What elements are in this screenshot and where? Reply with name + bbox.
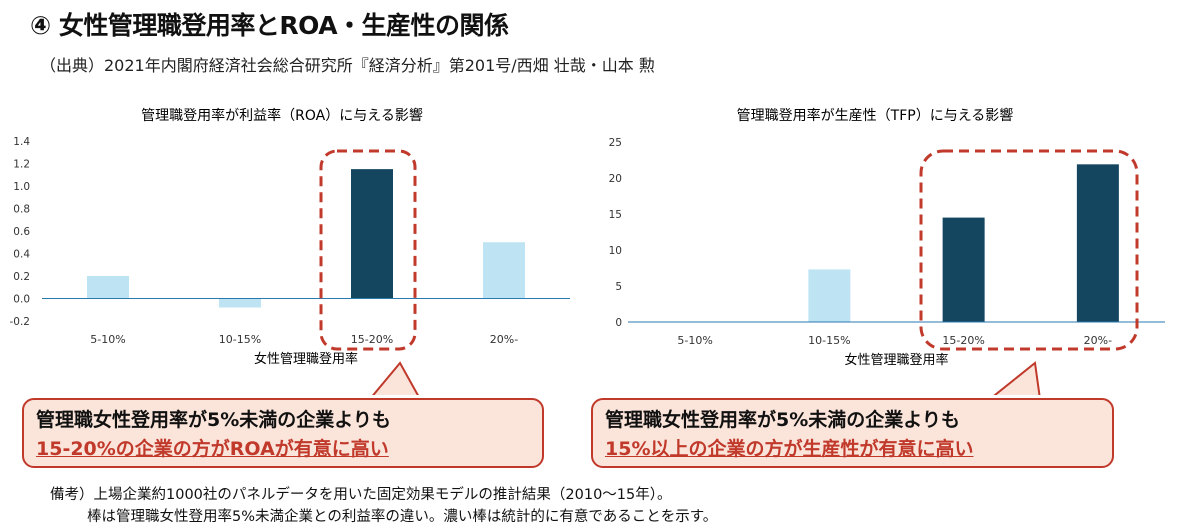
x-axis-label: 女性管理職登用率 — [844, 352, 948, 368]
bar-20%- — [1076, 164, 1119, 322]
highlight-box-roa — [319, 149, 417, 351]
y-tick-label: 25 — [609, 137, 622, 149]
x-tick-label: 20%- — [490, 333, 518, 346]
chart-title: 管理職登用率が利益率（ROA）に与える影響 — [141, 107, 423, 124]
roa-chart: 管理職登用率が利益率（ROA）に与える影響 -0.2 0.0 0.2 0.4 0.6 0.8… — [10, 107, 570, 367]
x-tick-label: 15-20% — [351, 333, 393, 346]
charts: 管理職登用率が利益率（ROA）に与える影響 -0.2 0.0 0.2 0.4 0.6 0.8… — [10, 107, 1165, 395]
footnote-line2: 棒は管理職女性登用率5%未満企業との利益率の違い。濃い棒は統計的に有意であること… — [87, 509, 718, 525]
callout-roa: 管理職女性登用率が5%未満の企業よりも 15-20%の企業の方がROAが有意に高… — [22, 398, 544, 468]
y-tick-label: 1.4 — [13, 136, 30, 148]
bar-15-20% — [351, 169, 393, 299]
y-tick-label: 5 — [615, 281, 622, 293]
y-tick-label: 10 — [609, 245, 622, 257]
bar-20%- — [483, 242, 525, 299]
y-tick-label: 0.4 — [13, 249, 30, 261]
y-tick-label: 1.2 — [13, 159, 30, 171]
callout-pointer-roa — [372, 361, 419, 395]
y-tick-label: 20 — [609, 173, 622, 185]
bar-15-20% — [942, 217, 985, 322]
callout-pointer-tfp — [993, 361, 1041, 395]
x-tick-label: 10-15% — [219, 333, 261, 346]
y-tick-label: 0.2 — [13, 271, 30, 283]
y-tick-label: 0.8 — [13, 204, 30, 216]
callout-roa-line2: 15-20%の企業の方がROAが有意に高い — [36, 438, 389, 460]
x-tick-label: 20%- — [1084, 334, 1112, 347]
bar-5-10% — [87, 276, 129, 299]
callout-roa-line1: 管理職女性登用率が5%未満の企業よりも — [36, 409, 391, 431]
y-tick-label: 0.6 — [13, 226, 30, 238]
y-tick-label: 0 — [615, 317, 622, 329]
source-citation: （出典）2021年内閣府経済社会総合研究所『経済分析』第201号/西畑 壮哉・山… — [40, 56, 655, 75]
highlight-box-tfp — [919, 149, 1139, 351]
y-tick-label: 1.0 — [13, 181, 30, 193]
y-tick-label: 15 — [609, 209, 622, 221]
x-tick-label: 10-15% — [808, 334, 850, 347]
tfp-chart: 管理職登用率が生産性（TFP）に与える影響 0 5 10 15 20 25 5-10% 10-1… — [609, 107, 1165, 368]
callout-tfp-line2: 15%以上の企業の方が生産性が有意に高い — [605, 438, 974, 460]
chart-title: 管理職登用率が生産性（TFP）に与える影響 — [737, 107, 1014, 124]
y-tick-label: -0.2 — [10, 316, 31, 328]
page-title: ④ 女性管理職登用率とROA・生産性の関係 — [30, 11, 509, 40]
bar-10-15% — [219, 298, 261, 308]
bar-10-15% — [808, 269, 851, 322]
x-tick-label: 15-20% — [942, 334, 984, 347]
callout-tfp: 管理職女性登用率が5%未満の企業よりも 15%以上の企業の方が生産性が有意に高い — [591, 398, 1114, 468]
callout-tfp-line1: 管理職女性登用率が5%未満の企業よりも — [605, 409, 960, 431]
footnote-line1: 備考）上場企業約1000社のパネルデータを用いた固定効果モデルの推計結果（201… — [50, 487, 672, 503]
x-tick-label: 5-10% — [677, 334, 712, 347]
footnote: 備考）上場企業約1000社のパネルデータを用いた固定効果モデルの推計結果（201… — [50, 484, 717, 528]
x-tick-label: 5-10% — [90, 333, 125, 346]
x-axis-label: 女性管理職登用率 — [254, 351, 358, 367]
y-tick-label: 0.0 — [13, 294, 30, 306]
